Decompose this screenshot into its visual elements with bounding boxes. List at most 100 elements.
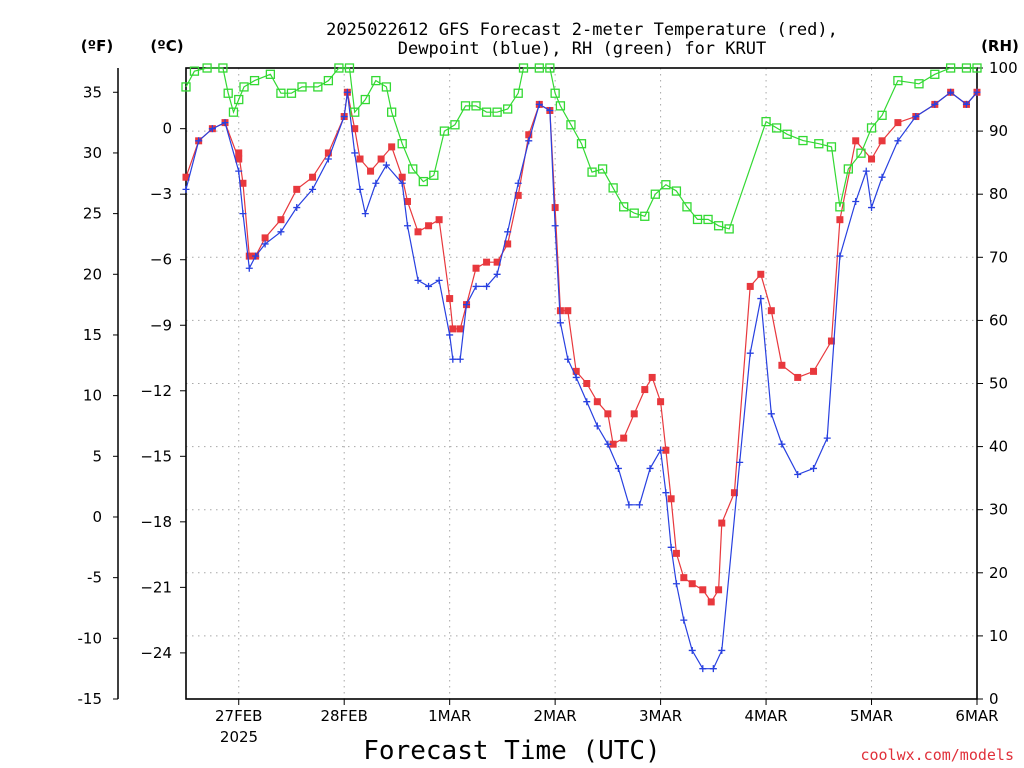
rh-point — [724, 224, 734, 234]
dewpoint-point — [757, 295, 765, 303]
temperature-point — [324, 149, 332, 157]
temperature-point — [609, 440, 617, 448]
dewpoint-point — [446, 331, 454, 339]
temperature-point — [564, 307, 572, 315]
temperature-point — [435, 216, 443, 224]
dewpoint-point — [398, 179, 406, 187]
rh-point — [189, 66, 200, 76]
temperature-point — [767, 307, 775, 315]
rh-tick-label: 0 — [989, 690, 999, 708]
temperature-point — [662, 446, 670, 454]
temperature-point — [414, 228, 422, 236]
temperature-point — [604, 410, 612, 418]
rh-point — [418, 176, 428, 187]
dewpoint-point — [435, 276, 443, 284]
dewpoint-point — [309, 185, 317, 193]
fahrenheit-tick-label: 25 — [83, 205, 102, 223]
rh-point — [945, 63, 956, 73]
temperature-point — [894, 119, 902, 127]
dewpoint-point — [340, 113, 348, 121]
dewpoint-point — [862, 167, 870, 175]
rh-point — [893, 75, 903, 86]
temperature-point — [309, 173, 317, 181]
temperature-point — [356, 155, 364, 163]
temperature-point — [794, 373, 802, 381]
rh-point — [234, 94, 244, 105]
temperature-point — [688, 580, 696, 588]
temperature-point — [367, 167, 375, 175]
dewpoint-point — [372, 179, 380, 187]
rh-point — [286, 88, 297, 98]
dewpoint-point — [625, 501, 633, 509]
rh-point — [545, 63, 555, 73]
rh-point — [835, 202, 845, 212]
temperature-point — [648, 373, 656, 381]
fahrenheit-tick-label: -5 — [87, 569, 102, 587]
rh-point — [481, 107, 492, 117]
dewpoint-point — [836, 252, 844, 260]
dewpoint-point — [962, 100, 970, 108]
x-start-year-label: 2025 — [220, 728, 258, 746]
rh-tick-label: 20 — [989, 564, 1008, 582]
rh-point — [914, 79, 924, 89]
temperature-point — [572, 367, 580, 375]
temperature-point — [293, 185, 301, 193]
dewpoint-point — [551, 222, 559, 230]
rh-point — [450, 120, 460, 130]
dewpoint-point — [878, 173, 886, 181]
dewpoint-point — [852, 197, 860, 205]
rh-point — [761, 116, 771, 127]
dewpoint-point — [680, 616, 688, 624]
temperature-point — [235, 149, 243, 157]
temperature-point — [730, 489, 738, 497]
temperature-point — [398, 173, 406, 181]
dewpoint-point — [208, 125, 216, 133]
rh-point — [381, 82, 392, 92]
rh-point — [961, 63, 972, 73]
dewpoint-point — [195, 137, 203, 145]
temperature-point — [641, 386, 649, 394]
dewpoint-point — [556, 319, 564, 327]
rh-unit-label: (RH) — [981, 37, 1019, 55]
dewpoint-point — [604, 440, 612, 448]
x-tick-label: 28FEB — [320, 707, 367, 725]
rh-point — [671, 186, 682, 196]
rh-point — [228, 107, 239, 117]
dewpoint-point — [182, 185, 190, 193]
dewpoint-point — [767, 410, 775, 418]
dewpoint-point — [667, 543, 675, 551]
dewpoint-point — [947, 88, 955, 96]
fahrenheit-tick-label: 20 — [83, 265, 102, 283]
dewpoint-point — [709, 665, 717, 673]
celsius-tick-label: −24 — [140, 644, 172, 662]
rh-point — [350, 107, 360, 117]
temperature-point — [868, 155, 876, 163]
celsius-tick-label: −6 — [150, 251, 172, 269]
dewpoint-point — [672, 580, 680, 588]
temperature-point — [504, 240, 512, 248]
dewpoint-point — [931, 100, 939, 108]
temperature-point — [667, 495, 675, 503]
temperature-point — [707, 598, 715, 606]
rh-point — [360, 94, 370, 105]
rh-series-line — [185, 67, 977, 230]
rh-point — [513, 88, 523, 98]
x-tick-label: 6MAR — [955, 707, 998, 725]
dewpoint-point — [324, 155, 332, 163]
temperature-point — [377, 155, 385, 163]
dewpoint-point — [221, 119, 229, 127]
fahrenheit-tick-label: 15 — [83, 326, 102, 344]
temperature-point — [556, 307, 564, 315]
celsius-tick-label: −21 — [140, 578, 172, 596]
fahrenheit-tick-label: 0 — [92, 508, 102, 526]
rh-point — [439, 126, 450, 136]
rh-point — [397, 139, 407, 149]
dewpoint-point — [657, 446, 665, 454]
dewpoint-point — [973, 88, 981, 96]
dewpoint-point — [699, 665, 707, 673]
grid-lines — [186, 68, 977, 699]
rh-tick-label: 100 — [989, 59, 1018, 77]
rh-point — [218, 63, 228, 73]
dewpoint-point — [351, 149, 359, 157]
rh-point — [782, 129, 792, 139]
